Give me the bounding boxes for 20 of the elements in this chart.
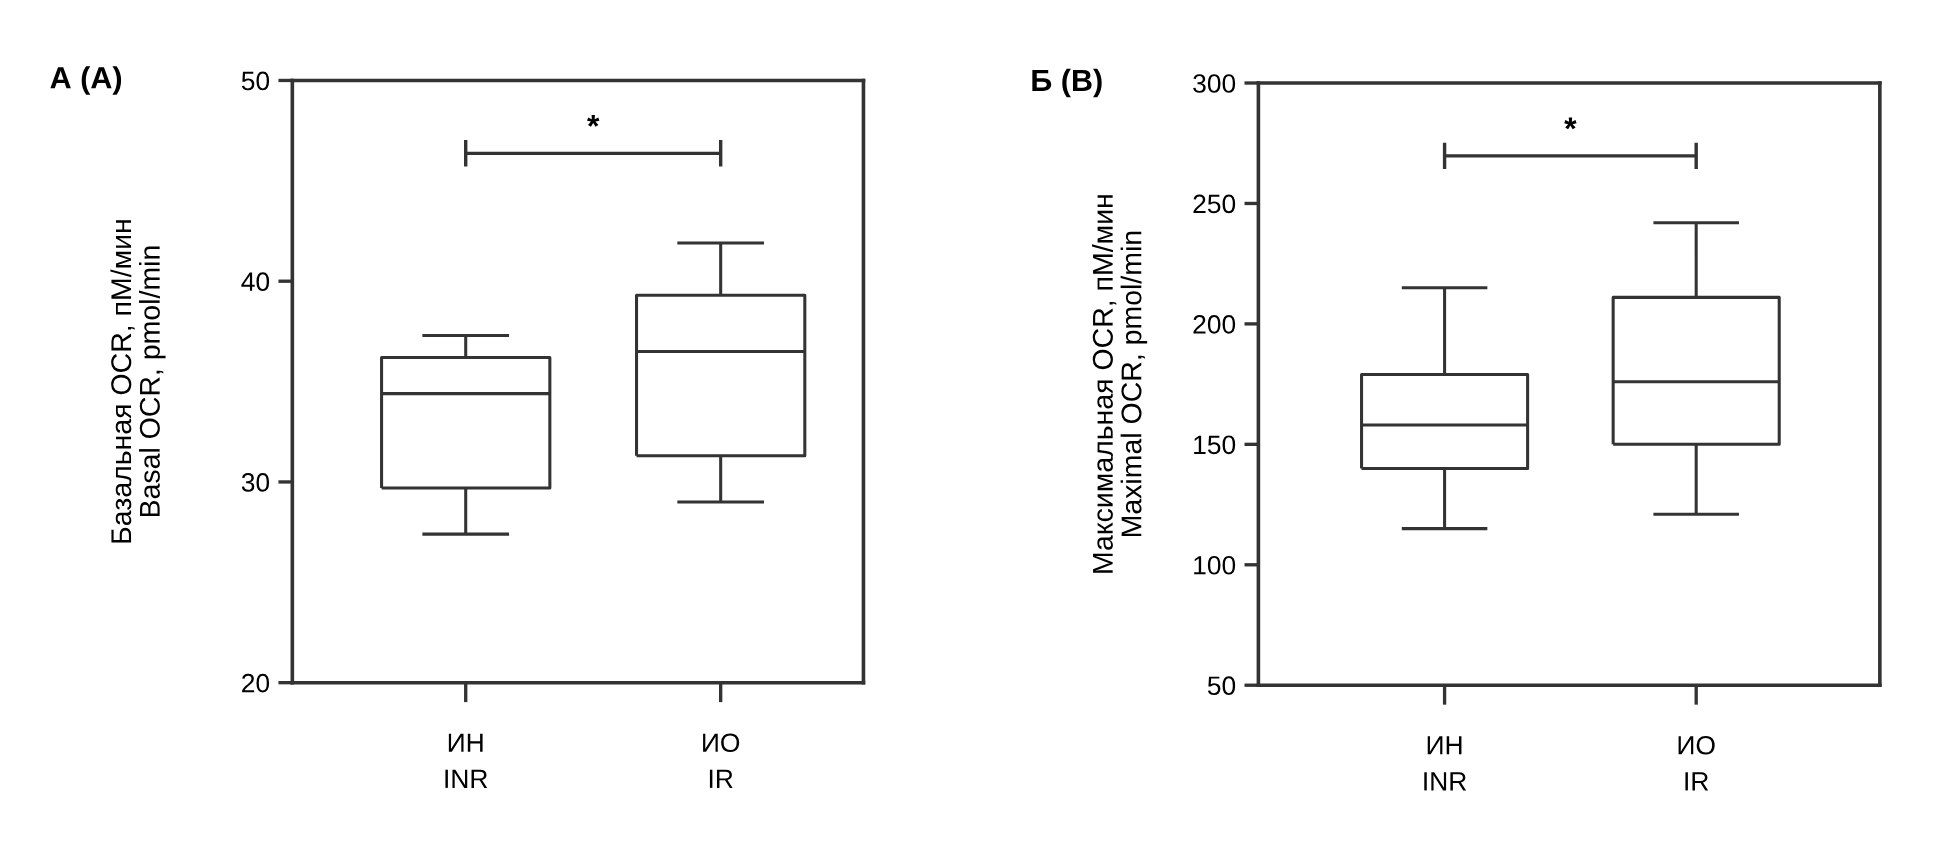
y-tick-label: 100 (1194, 555, 1236, 575)
y-axis-title: Максимальная OCR, пМ/мин Maximal OCR, pmol/min (1092, 195, 1148, 573)
x-tick-label: ИО IR (703, 733, 740, 788)
y-tick-label: 200 (1193, 315, 1236, 334)
y-tick-label: 50 (241, 71, 270, 91)
y-axis-title: Базальная OCR, пМ/мин Basal OCR, pmol/min (110, 220, 166, 543)
y-tick-label: 300 (1193, 74, 1236, 93)
y-tick-label: 250 (1193, 194, 1236, 214)
x-tick-label: ИН INR (1424, 736, 1467, 791)
annotation: * (587, 114, 600, 127)
chart-title: Б (B) (1032, 68, 1102, 98)
y-tick-label: 30 (241, 473, 270, 492)
chart-title: А (A) (50, 66, 122, 95)
x-tick-label: ИН INR (445, 733, 488, 788)
y-tick-label: 20 (242, 673, 270, 693)
y-tick-label: 50 (1207, 676, 1236, 696)
x-tick-label: ИО IR (1678, 735, 1715, 791)
y-tick-label: 150 (1194, 435, 1236, 455)
annotation: * (1564, 117, 1577, 130)
y-tick-label: 40 (241, 272, 270, 292)
